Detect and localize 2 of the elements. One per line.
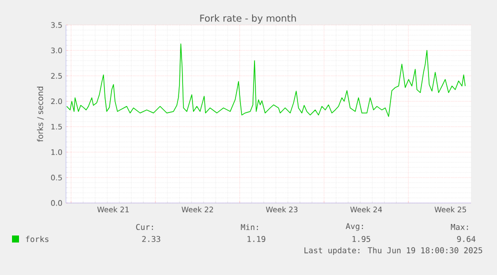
line-series	[66, 43, 466, 117]
chart-title: Fork rate - by month	[200, 14, 296, 24]
